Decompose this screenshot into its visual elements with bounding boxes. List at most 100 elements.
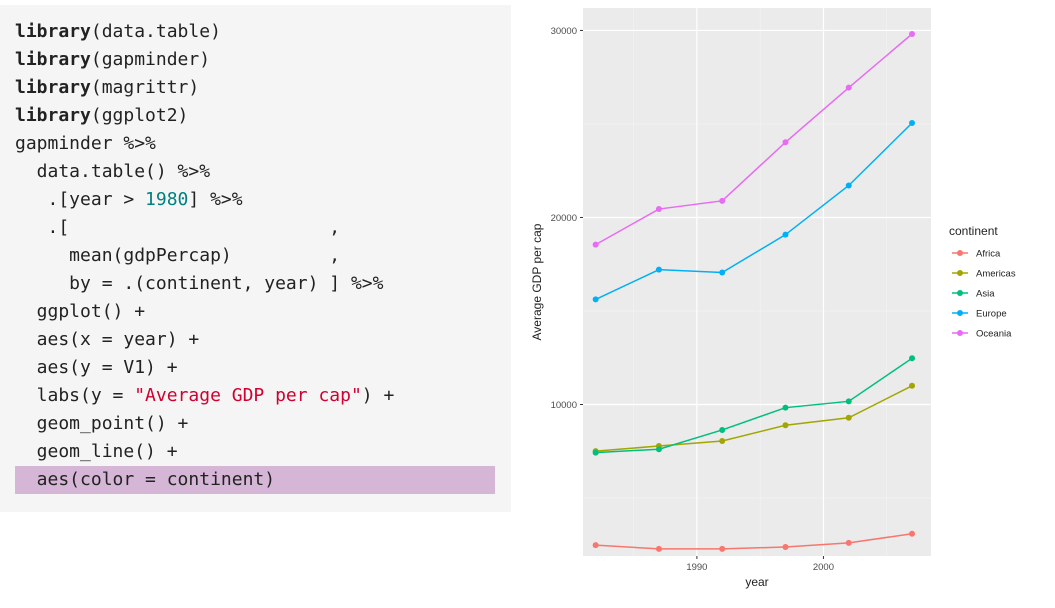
data-point-americas: [719, 437, 726, 444]
code-text: ] %>%: [188, 189, 243, 210]
data-point-europe: [655, 266, 662, 273]
code-text: mean(gdpPercap) ,: [15, 245, 341, 266]
code-highlight: [15, 466, 495, 494]
data-point-oceania: [845, 84, 852, 91]
x-tick-label: 1990: [686, 562, 707, 573]
legend-key-point: [957, 290, 963, 296]
code-text: labs(y =: [15, 385, 135, 406]
legend-item-oceania: Oceania: [952, 329, 1012, 340]
code-text: .[ ,: [15, 217, 341, 238]
data-point-asia: [655, 446, 662, 453]
series-line-africa: [595, 533, 913, 550]
code-panel: library(data.table) library(gapminder) lib…: [0, 5, 511, 512]
code-keyword: library: [15, 105, 91, 126]
legend-title: continent: [949, 224, 998, 238]
data-point-americas: [845, 414, 852, 421]
plot-panel: [583, 8, 931, 556]
data-point-europe: [909, 120, 916, 127]
code-string: "Average GDP per cap": [134, 385, 362, 406]
code-keyword: library: [15, 21, 91, 42]
code-line: aes(color = continent): [15, 466, 275, 494]
legend-item-americas: Americas: [952, 269, 1016, 280]
series-line-americas: [595, 385, 913, 452]
code-line: library(ggplot2): [15, 102, 188, 130]
legend-label: Americas: [976, 269, 1016, 280]
code-line: geom_point() +: [15, 410, 189, 438]
code-text: gapminder %>%: [15, 133, 156, 154]
series-line-asia: [595, 357, 913, 454]
legend-key-point: [957, 250, 963, 256]
data-point-asia: [719, 426, 726, 433]
code-line: labs(y = "Average GDP per cap") +: [15, 382, 395, 410]
data-point-americas: [782, 422, 789, 429]
legend: continent Africa Americas Asia Europe Oceani…: [949, 224, 1016, 340]
code-line: gapminder %>%: [15, 130, 156, 158]
data-point-europe: [592, 296, 599, 303]
code-line: data.table() %>%: [15, 158, 210, 186]
data-point-africa: [592, 542, 599, 549]
code-line: by = .(continent, year) ] %>%: [15, 270, 383, 298]
data-point-oceania: [782, 139, 789, 146]
code-keyword: library: [15, 49, 91, 70]
legend-label: Asia: [976, 289, 995, 300]
code-keyword: library: [15, 77, 91, 98]
x-tick-label: 2000: [813, 562, 834, 573]
data-point-asia: [782, 404, 789, 411]
code-line: mean(gdpPercap) ,: [15, 242, 340, 270]
data-point-americas: [909, 382, 916, 389]
legend-key-point: [957, 330, 963, 336]
code-text: geom_point() +: [15, 413, 189, 434]
y-axis-label: Average GDP per cap: [530, 223, 544, 340]
x-axis-label: year: [745, 575, 768, 589]
series-line-oceania: [595, 33, 913, 246]
code-line: aes(x = year) +: [15, 326, 200, 354]
code-line: geom_line() +: [15, 438, 178, 466]
code-line: library(magrittr): [15, 74, 199, 102]
legend-label: Europe: [976, 309, 1007, 320]
code-line: .[year > 1980] %>%: [15, 186, 243, 214]
code-line: aes(y = V1) +: [15, 354, 178, 382]
y-tick-label: 30000: [551, 26, 577, 37]
code-text: aes(y = V1) +: [15, 357, 178, 378]
legend-label: Oceania: [976, 329, 1012, 340]
legend-item-europe: Europe: [952, 309, 1007, 320]
series-line-europe: [595, 122, 913, 301]
data-point-europe: [782, 231, 789, 238]
code-line: library(data.table): [15, 18, 221, 46]
code-line: .[ ,: [15, 214, 341, 242]
data-point-oceania: [909, 30, 916, 37]
y-tick-label: 10000: [551, 400, 577, 411]
code-number: 1980: [145, 189, 189, 210]
code-text: (data.table): [90, 21, 221, 42]
code-text: (magrittr): [90, 77, 200, 98]
data-point-oceania: [719, 197, 726, 204]
legend-key-point: [957, 310, 963, 316]
code-text: aes(x = year) +: [15, 329, 200, 350]
code-text: (gapminder): [90, 49, 211, 70]
code-text: geom_line() +: [15, 441, 178, 462]
code-text: ggplot() +: [15, 301, 146, 322]
legend-label: Africa: [976, 249, 1001, 260]
data-point-asia: [592, 449, 599, 456]
data-point-oceania: [592, 241, 599, 248]
code-text: ) +: [361, 385, 395, 406]
data-point-europe: [845, 182, 852, 189]
line-chart: 10000 20000 30000 1990 2000 year Average GD…: [530, 8, 1016, 589]
data-point-africa: [655, 545, 662, 552]
data-point-europe: [719, 269, 726, 276]
legend-item-africa: Africa: [952, 249, 1001, 260]
code-line: ggplot() +: [15, 298, 145, 326]
data-point-asia: [909, 355, 916, 362]
code-text: (ggplot2): [90, 105, 189, 126]
data-point-oceania: [655, 206, 662, 213]
legend-item-asia: Asia: [952, 289, 995, 300]
code-line: library(gapminder): [15, 46, 210, 74]
code-text: by = .(continent, year) ] %>%: [15, 273, 384, 294]
data-point-africa: [909, 530, 916, 537]
code-text: data.table() %>%: [15, 161, 211, 182]
data-point-africa: [782, 544, 789, 551]
data-point-asia: [845, 398, 852, 405]
legend-key-point: [957, 270, 963, 276]
data-point-africa: [845, 539, 852, 546]
code-text: .[year >: [15, 189, 146, 210]
